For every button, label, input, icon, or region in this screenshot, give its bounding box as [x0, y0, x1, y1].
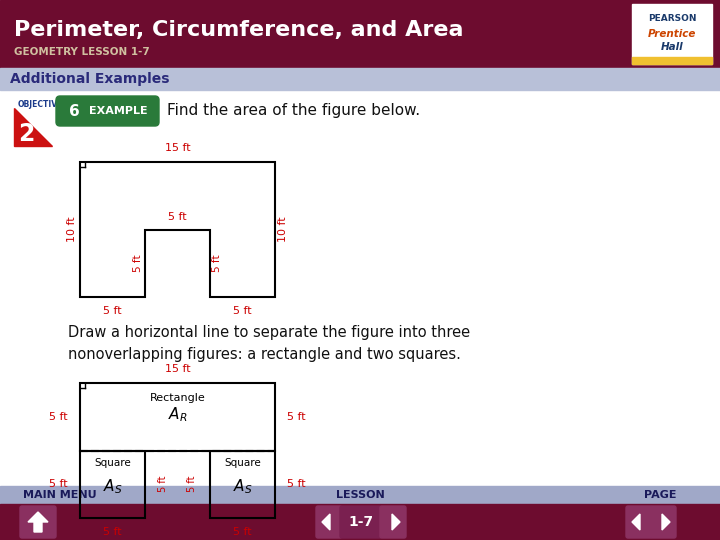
Text: 15 ft: 15 ft — [165, 143, 190, 153]
Bar — [0, 0, 720, 68]
Text: 15 ft: 15 ft — [165, 364, 190, 374]
Polygon shape — [28, 512, 48, 532]
Text: 5 ft: 5 ft — [133, 254, 143, 272]
Text: Draw a horizontal line to separate the figure into three
nonoverlapping figures:: Draw a horizontal line to separate the f… — [68, 325, 470, 362]
FancyBboxPatch shape — [626, 506, 652, 538]
Text: 5 ft: 5 ft — [158, 476, 168, 492]
Text: 10 ft: 10 ft — [67, 217, 77, 242]
Text: Find the area of the figure below.: Find the area of the figure below. — [167, 104, 420, 118]
Text: Square: Square — [94, 458, 131, 469]
FancyBboxPatch shape — [340, 506, 382, 538]
Polygon shape — [322, 514, 330, 530]
FancyBboxPatch shape — [316, 506, 342, 538]
Text: $A_S$: $A_S$ — [103, 477, 122, 496]
Text: $A_S$: $A_S$ — [233, 477, 252, 496]
Text: 5 ft: 5 ft — [50, 480, 68, 489]
Bar — [0, 504, 720, 540]
Bar — [632, 57, 712, 64]
Text: 5 ft: 5 ft — [103, 306, 122, 316]
Text: 1-7: 1-7 — [348, 515, 374, 529]
Text: 5 ft: 5 ft — [50, 411, 68, 422]
Text: $A_R$: $A_R$ — [168, 406, 187, 424]
Text: 5 ft: 5 ft — [233, 306, 252, 316]
Text: 5 ft: 5 ft — [186, 476, 197, 492]
FancyBboxPatch shape — [20, 506, 56, 538]
FancyBboxPatch shape — [380, 506, 406, 538]
Bar — [632, 4, 712, 64]
Polygon shape — [632, 514, 640, 530]
Text: PEARSON: PEARSON — [648, 14, 696, 23]
Bar — [210, 450, 275, 518]
Polygon shape — [662, 514, 670, 530]
Text: EXAMPLE: EXAMPLE — [89, 106, 148, 116]
Text: Prentice: Prentice — [648, 29, 696, 39]
Text: GEOMETRY LESSON 1-7: GEOMETRY LESSON 1-7 — [14, 47, 150, 57]
FancyBboxPatch shape — [56, 96, 159, 126]
Text: Additional Examples: Additional Examples — [10, 72, 169, 86]
Text: PAGE: PAGE — [644, 490, 676, 500]
Polygon shape — [392, 514, 400, 530]
FancyBboxPatch shape — [650, 506, 676, 538]
Text: Hall: Hall — [661, 42, 683, 52]
Text: OBJECTIVE: OBJECTIVE — [18, 100, 63, 109]
Text: Rectangle: Rectangle — [150, 393, 205, 403]
Text: LESSON: LESSON — [336, 490, 384, 500]
Text: 5 ft: 5 ft — [287, 480, 305, 489]
Text: 6: 6 — [68, 104, 79, 118]
Text: MAIN MENU: MAIN MENU — [23, 490, 96, 500]
Text: 5 ft: 5 ft — [233, 527, 252, 537]
Bar — [0, 486, 720, 504]
Bar — [0, 68, 720, 90]
Bar — [80, 450, 145, 518]
Text: 5 ft: 5 ft — [103, 527, 122, 537]
Text: 10 ft: 10 ft — [278, 217, 288, 242]
Bar — [80, 383, 275, 450]
Text: 5 ft: 5 ft — [287, 411, 305, 422]
Polygon shape — [14, 108, 52, 146]
Text: 5 ft: 5 ft — [212, 254, 222, 272]
Text: Square: Square — [224, 458, 261, 469]
Text: 5 ft: 5 ft — [168, 212, 186, 221]
Text: Perimeter, Circumference, and Area: Perimeter, Circumference, and Area — [14, 20, 464, 40]
Text: 2: 2 — [18, 122, 34, 146]
